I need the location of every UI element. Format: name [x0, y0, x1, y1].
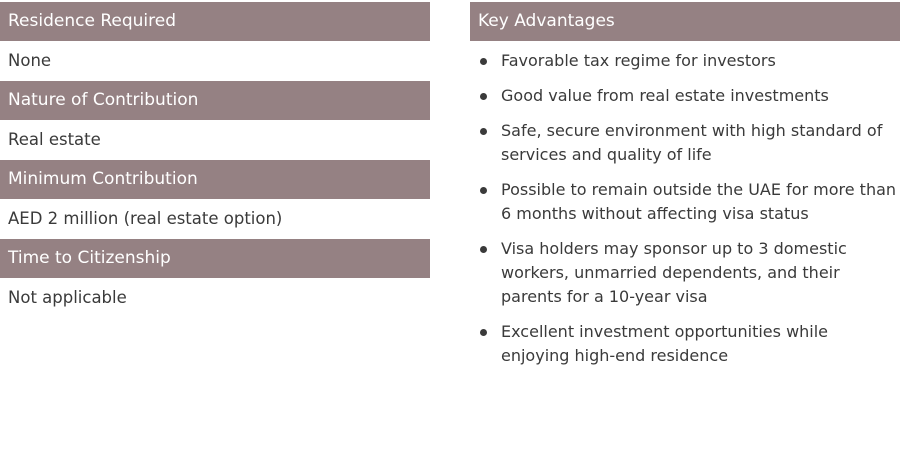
list-item: Safe, secure environment with high stand… — [470, 119, 900, 167]
program-details: Residence Required None Nature of Contri… — [0, 2, 430, 318]
list-item: Possible to remain outside the UAE for m… — [470, 178, 900, 226]
advantages-list: Favorable tax regime for investors Good … — [470, 41, 900, 368]
list-item: Favorable tax regime for investors — [470, 49, 900, 73]
list-item: Visa holders may sponsor up to 3 domesti… — [470, 237, 900, 309]
bullet-icon — [480, 93, 487, 100]
bullet-icon — [480, 246, 487, 253]
bullet-icon — [480, 329, 487, 336]
bullet-icon — [480, 187, 487, 194]
list-item: Good value from real estate investments — [470, 84, 900, 108]
residence-required-heading: Residence Required — [0, 2, 430, 41]
residence-required-value: None — [8, 51, 52, 70]
key-advantages-heading: Key Advantages — [470, 2, 900, 41]
list-item: Excellent investment opportunities while… — [470, 320, 900, 368]
nature-of-contribution-value: Real estate — [8, 130, 101, 149]
bullet-icon — [480, 58, 487, 65]
key-advantages: Key Advantages Favorable tax regime for … — [470, 2, 900, 379]
bullet-icon — [480, 128, 487, 135]
nature-of-contribution-heading: Nature of Contribution — [0, 81, 430, 120]
time-to-citizenship-value: Not applicable — [8, 288, 127, 307]
minimum-contribution-heading: Minimum Contribution — [0, 160, 430, 199]
minimum-contribution-value: AED 2 million (real estate option) — [8, 209, 283, 228]
time-to-citizenship-heading: Time to Citizenship — [0, 239, 430, 278]
